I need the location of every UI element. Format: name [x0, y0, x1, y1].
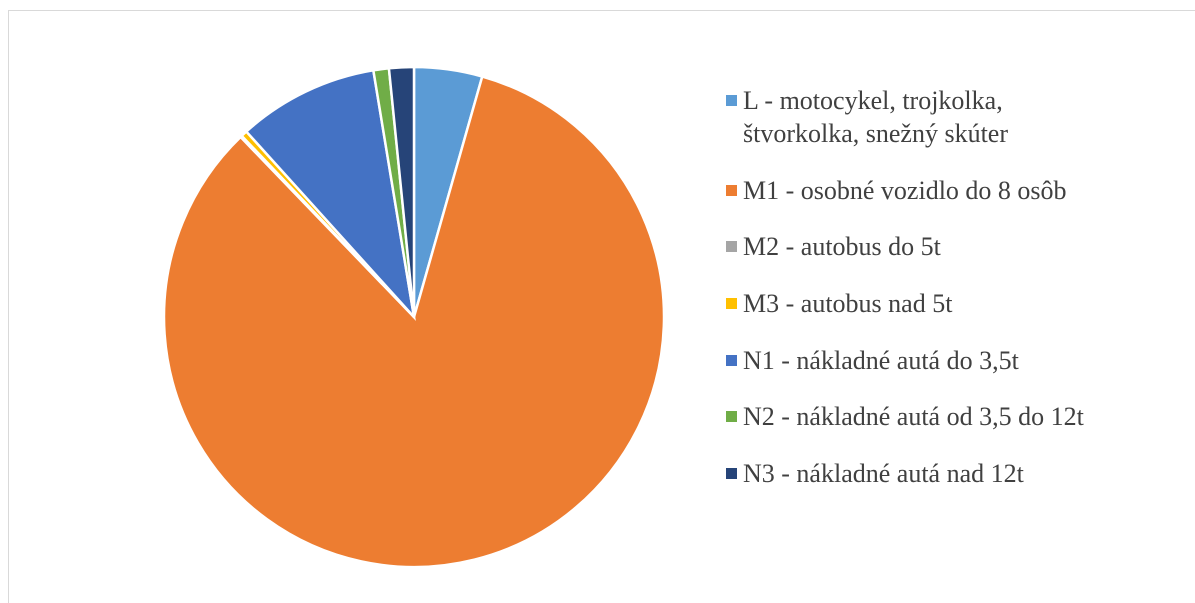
legend-item: M2 - autobus do 5t: [726, 230, 1186, 263]
legend-swatch: [726, 411, 737, 423]
legend: L - motocykel, trojkolka, štvorkolka, sn…: [726, 84, 1186, 490]
legend-item: N2 - nákladné autá od 3,5 do 12t: [726, 400, 1186, 433]
legend-item: N1 - nákladné autá do 3,5t: [726, 344, 1186, 377]
legend-item: L - motocykel, trojkolka, štvorkolka, sn…: [726, 84, 1186, 150]
legend-swatch: [726, 184, 737, 196]
chart-border: [8, 10, 1195, 603]
legend-label: M2 - autobus do 5t: [743, 232, 941, 262]
pie-slice: [387, 65, 416, 318]
legend-swatch: [726, 354, 737, 366]
legend-item: N3 - nákladné autá nad 12t: [726, 457, 1186, 490]
pie-slice: [162, 74, 666, 569]
legend-swatch: [726, 95, 737, 106]
legend-label: M3 - autobus nad 5t: [743, 288, 953, 318]
pie-slice: [244, 68, 416, 321]
legend-label: L - motocykel, trojkolka, štvorkolka, sn…: [743, 86, 1009, 148]
legend-item: M1 - osobné vozidlo do 8 osôb: [726, 174, 1186, 207]
legend-label: N1 - nákladné autá do 3,5t: [743, 345, 1019, 375]
legend-item: M3 - autobus nad 5t: [726, 287, 1186, 320]
legend-swatch: [726, 241, 737, 253]
legend-label: N2 - nákladné autá od 3,5 do 12t: [743, 402, 1084, 432]
legend-label: M1 - osobné vozidlo do 8 osôb: [743, 175, 1067, 205]
legend-swatch: [726, 467, 737, 479]
legend-swatch: [726, 297, 737, 309]
legend-label: N3 - nákladné autá nad 12t: [743, 458, 1024, 488]
